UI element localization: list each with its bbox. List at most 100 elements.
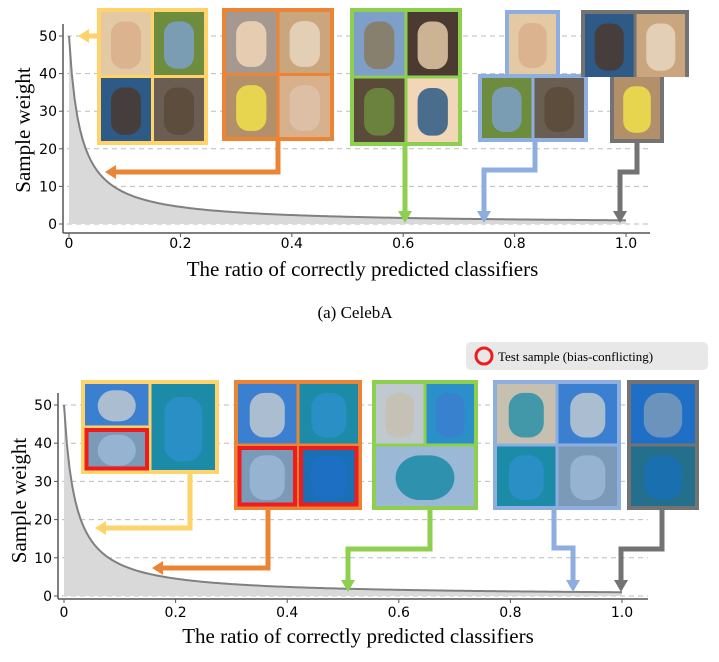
gray-group: [614, 380, 699, 592]
x-tick-label: 0.4: [281, 236, 303, 252]
thumbnail-subject: [570, 455, 606, 501]
thumbnail-subject: [236, 21, 267, 67]
figure-caption: (a) CelebA: [317, 303, 393, 322]
thumbnail-subject: [311, 392, 347, 438]
x-tick-label: 0.8: [499, 605, 521, 621]
chart-panel-1: 0 10 20 30 40 50 0 0.2 0.4 0.6 0.8 1.0 The ratio of …: [11, 8, 689, 322]
thumbnail-subject: [570, 392, 606, 438]
thumbnail-subject: [364, 21, 395, 70]
arrow-head-icon: [341, 580, 355, 592]
x-tick-label: 0: [60, 605, 69, 621]
thumbnail-subject: [164, 396, 203, 462]
yellow-group: [81, 380, 219, 535]
pointer-line: [345, 510, 433, 580]
y-tick-label: 50: [34, 398, 52, 414]
x-tick-label: 0.6: [392, 236, 414, 252]
pointer-line: [113, 141, 281, 175]
test-sample-circle-icon: [474, 346, 494, 366]
thumbnail-subject: [623, 86, 651, 133]
legend-box: [466, 342, 708, 370]
pointer-line: [551, 510, 576, 580]
area-fill: [64, 405, 622, 596]
test-sample-marker: [299, 446, 359, 507]
thumbnail-subject: [289, 85, 320, 131]
x-axis-label: The ratio of correctly predicted classif…: [182, 624, 534, 648]
thumbnail-subject: [417, 21, 448, 70]
thumbnail-subject: [436, 392, 465, 438]
thumbnail-subject: [646, 23, 676, 71]
thumbnail-subject: [518, 23, 547, 68]
thumbnail-subject: [236, 85, 267, 131]
legend: Test sample (bias-conflicting): [466, 342, 708, 370]
thumbnail-subject: [164, 21, 194, 69]
thumbnail-subject: [508, 392, 544, 438]
blue-group: [477, 10, 588, 223]
weight-curve: [68, 35, 627, 222]
thumbnail-subject: [311, 455, 347, 501]
pointer-line: [481, 142, 538, 211]
arrow-head-icon: [613, 211, 627, 223]
x-tick-label: 0.2: [164, 605, 186, 621]
thumbnail-subject: [643, 455, 683, 501]
y-tick-label: 0: [43, 589, 52, 605]
arrow-head-icon: [566, 580, 580, 592]
yellow-group: [78, 8, 208, 145]
y-tick-label: 40: [39, 67, 57, 83]
thumbnail-subject: [249, 392, 285, 438]
orange-group: [152, 380, 362, 575]
arrow-head-icon: [398, 211, 412, 223]
y-tick-label: 10: [39, 179, 57, 195]
arrow-head-icon: [614, 580, 628, 592]
gray-group: [581, 10, 689, 223]
x-tick-label: 1.0: [611, 605, 633, 621]
thumbnail-subject: [395, 455, 455, 501]
y-tick-label: 30: [34, 474, 52, 490]
orange-group: [105, 8, 334, 179]
chart-panel-2: 0 10 20 30 40 50 0 0.2 0.4 0.6 0.8 1.0 The ratio of …: [7, 342, 708, 648]
area-fill: [69, 36, 626, 224]
thumbnail-subject: [544, 87, 575, 132]
pointer-line: [160, 510, 271, 571]
thumbnail-subject: [164, 87, 194, 135]
thumbnail-subject: [249, 455, 285, 501]
y-axis-label: Sample weight: [11, 67, 35, 193]
arrow-head-icon: [152, 561, 163, 575]
thumbnail-subject: [643, 392, 683, 438]
thumbnail-subject: [289, 21, 320, 67]
y-tick-label: 0: [48, 217, 57, 233]
y-tick-label: 20: [34, 513, 52, 529]
x-tick-label: 0.8: [503, 236, 525, 252]
arrow-head-icon: [95, 521, 106, 535]
thumbnail-subject: [97, 434, 136, 466]
x-tick-label: 0.4: [276, 605, 298, 621]
green-group: [341, 380, 478, 592]
arrow-head-icon: [105, 165, 116, 179]
x-tick-label: 1.0: [615, 236, 637, 252]
y-tick-label: 10: [34, 551, 52, 567]
thumbnail-subject: [111, 21, 141, 69]
thumbnail-subject: [385, 392, 414, 438]
x-axis-label: The ratio of correctly predicted classif…: [187, 257, 539, 281]
y-tick-label: 30: [39, 104, 57, 120]
thumbnail-subject: [364, 88, 395, 136]
thumbnail-subject: [97, 390, 136, 422]
legend-label: Test sample (bias-conflicting): [498, 349, 653, 364]
weight-curve: [63, 404, 623, 594]
thumbnail-subject: [417, 88, 448, 136]
y-axis-label: Sample weight: [7, 438, 31, 564]
test-sample-marker: [84, 428, 149, 471]
x-tick-label: 0: [65, 236, 74, 252]
y-tick-label: 40: [34, 436, 52, 452]
x-tick-label: 0.6: [388, 605, 410, 621]
thumbnail-subject: [508, 455, 544, 501]
pointer-line: [618, 510, 665, 580]
thumbnail-subject: [491, 87, 522, 132]
y-tick-label: 50: [39, 29, 57, 45]
test-sample-marker: [237, 446, 297, 507]
arrow-head-icon: [78, 29, 89, 43]
blue-group: [493, 380, 621, 592]
pointer-line: [103, 474, 193, 531]
green-group: [350, 8, 462, 223]
thumbnail-subject: [594, 23, 624, 71]
